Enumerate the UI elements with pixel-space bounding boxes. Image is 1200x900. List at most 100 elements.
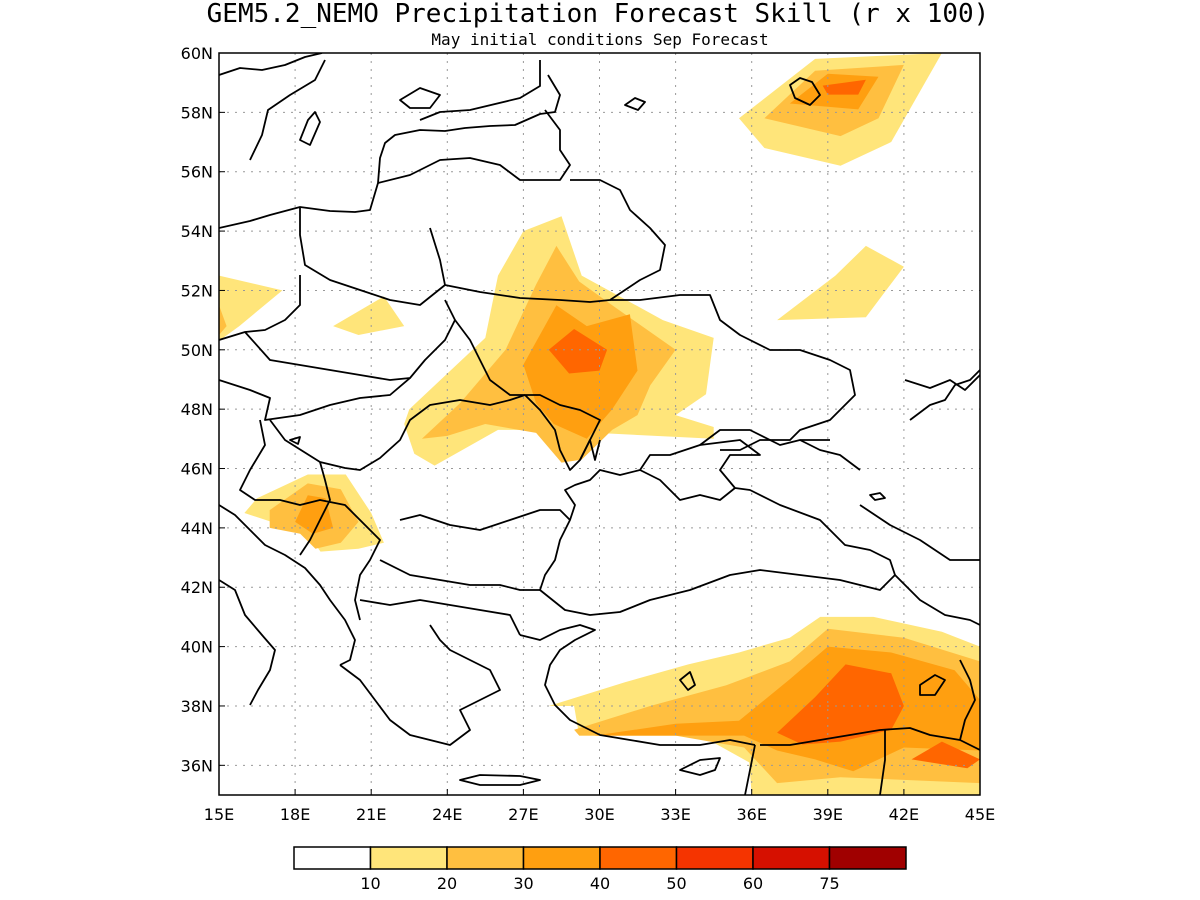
lat-tick-label: 56N [181,163,213,182]
skill-fill-layer [219,53,980,795]
colorbar-label: 20 [437,874,457,893]
border-czech-slovakia [244,299,456,381]
colorbar-swatch [599,846,678,870]
coast-caspian [904,374,980,391]
lake-ilmen-area [624,97,646,111]
border-austria-hungary [219,377,411,421]
island-small-1 [869,492,886,501]
lat-tick-label: 38N [181,697,213,716]
colorbar-swatch [675,846,754,870]
colorbar-label: 60 [743,874,763,893]
colorbar-label: 75 [819,874,839,893]
skill-region-6 [219,305,227,335]
coastline-and-borders [219,53,980,795]
lake-northeast [789,77,821,106]
coast-azov [699,429,830,446]
colorbar-swatch [369,846,448,870]
lake-turkey-salt [679,671,696,691]
lat-tick-label: 60N [181,44,213,63]
coast-crimea [639,469,736,501]
border-baltic-states [377,109,571,184]
lat-tick-label: 58N [181,103,213,122]
lat-tick-label: 42N [181,578,213,597]
border-turkey-syria [760,727,980,751]
coast-greece [339,624,501,746]
lat-tick-label: 54N [181,222,213,241]
lat-tick-label: 52N [181,281,213,300]
border-poland-germany [219,275,301,341]
colorbar-label: 10 [360,874,380,893]
coast-sweden [219,53,323,76]
lake-balaton [289,436,301,445]
coast-baltic-south [219,74,561,229]
skill-region-7 [333,296,405,335]
coast-caspian-north [909,369,980,421]
map-area [219,53,980,795]
skill-region-4 [777,245,904,321]
border-poland-west [299,207,446,306]
coast-black-sea [539,439,896,616]
island-crete [459,774,541,786]
border-balkans-2 [299,461,331,556]
skill-region-14 [295,495,334,534]
lon-tick-label: 33E [660,805,690,824]
lon-tick-label: 27E [508,805,538,824]
border-balkans-1 [239,419,381,621]
kerch-coast [799,439,861,471]
colorbar-swatch [828,846,907,870]
colorbar-label: 50 [666,874,686,893]
border-caucasus [859,504,980,561]
colorbar-swatch [446,846,525,870]
border-romania-ukraine [454,319,601,461]
lat-tick-label: 40N [181,638,213,657]
lon-tick-label: 42E [889,805,919,824]
skill-region-5 [219,275,283,341]
border-belarus [429,179,666,303]
coast-sweden-east [249,59,326,161]
lat-tick-label: 48N [181,400,213,419]
colorbar-swatch [752,846,831,870]
border-greece [359,599,521,636]
map-title: GEM5.2_NEMO Precipitation Forecast Skill… [207,0,990,29]
lat-tick-label: 50N [181,341,213,360]
skill-region-19 [911,741,980,769]
border-syria-iraq [879,730,886,795]
border-turkey-iran [959,659,976,741]
latitude-tick-labels: 60N 58N 56N 54N 52N 50N 48N 46N 44N 42N 40N 38N 36N [181,44,225,775]
colorbar-label: 30 [513,874,533,893]
lon-tick-label: 36E [736,805,766,824]
coast-adriatic [219,504,356,666]
colorbar: 10 20 30 40 50 60 75 [293,846,907,893]
lon-tick-label: 21E [356,805,386,824]
skill-region-3 [822,79,866,95]
lon-tick-label: 39E [813,805,843,824]
skill-region-11 [548,329,608,374]
border-turkey-north [894,574,980,626]
border-bulgaria-south [379,559,540,591]
border-bulgaria [399,509,571,531]
border-ukraine-russia [610,294,856,451]
colorbar-swatch [522,846,601,870]
skill-region-18 [777,664,904,745]
island-gotland [299,111,321,146]
map-subtitle: May initial conditions Sep Forecast [431,30,768,49]
lon-tick-label: 15E [204,805,234,824]
colorbar-label: 40 [590,874,610,893]
island-cyprus [679,757,721,776]
colorbar-swatch [293,846,372,870]
coast-gulf-finland [419,60,541,121]
border-moldova [524,394,601,471]
coast-aegean-turkey [519,624,756,746]
island-saaremaa [399,87,441,109]
lat-tick-label: 46N [181,460,213,479]
lon-tick-label: 24E [432,805,462,824]
coast-italy [219,579,276,706]
longitude-tick-labels: 15E 18E 21E 24E 27E 30E 33E 36E 39E 42E 45E [204,789,995,824]
coast-levant [744,744,756,795]
lon-tick-label: 18E [280,805,310,824]
lon-tick-label: 30E [584,805,614,824]
lon-tick-label: 45E [965,805,995,824]
lat-tick-label: 36N [181,756,213,775]
lat-tick-label: 44N [181,519,213,538]
